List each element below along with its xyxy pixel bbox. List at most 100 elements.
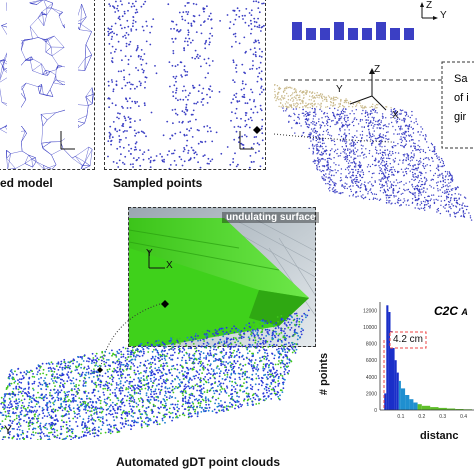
girder-cloud-point xyxy=(424,165,427,167)
gdt-cloud-point xyxy=(246,370,248,373)
sampled-point xyxy=(237,125,240,128)
gdt-cloud-point xyxy=(154,390,157,392)
gdt-cloud-point xyxy=(220,391,223,393)
girder-cloud-point xyxy=(347,124,349,127)
sampled-point xyxy=(135,141,138,144)
girder-cloud-point xyxy=(453,211,455,214)
gdt-cloud-point xyxy=(243,382,245,384)
girder-cloud-point xyxy=(434,146,436,148)
sampled-point xyxy=(110,28,112,30)
girder-cloud-point xyxy=(320,124,323,127)
girder-cloud-point xyxy=(380,127,382,129)
sampled-point xyxy=(108,32,110,35)
mesh-edge xyxy=(8,168,16,169)
girder-cloud-point xyxy=(316,131,318,133)
gdt-cloud-point xyxy=(213,408,216,411)
girder-cloud-point xyxy=(287,95,289,97)
girder-cloud-point xyxy=(442,175,444,177)
girder-cloud-point xyxy=(437,190,439,192)
gdt-cloud-point xyxy=(72,377,75,379)
girder-cloud-point xyxy=(342,140,344,142)
gdt-cloud-point xyxy=(17,404,20,407)
girder-cloud-point xyxy=(358,165,360,168)
girder-cloud-point xyxy=(371,155,374,157)
sampled-point xyxy=(133,149,136,151)
sampled-point xyxy=(250,28,253,31)
gdt-cloud-point xyxy=(93,419,95,421)
girder-cloud-point xyxy=(340,111,343,113)
gdt-cloud-point xyxy=(201,392,204,395)
gdt-cloud-point xyxy=(107,375,109,378)
gdt-cloud-point xyxy=(176,357,179,359)
top-girder-profile xyxy=(292,22,302,40)
sampled-point xyxy=(161,160,164,163)
girder-cloud-point xyxy=(418,193,420,195)
girder-cloud-point xyxy=(385,197,388,199)
gdt-cloud-point xyxy=(54,385,56,387)
gdt-cloud-point xyxy=(203,340,206,342)
girder-cloud-point xyxy=(311,91,314,93)
girder-cloud-point xyxy=(369,132,371,135)
gdt-cloud-point xyxy=(94,420,97,422)
gdt-cloud-point xyxy=(197,335,199,337)
gdt-cloud-point xyxy=(109,377,111,380)
girder-cloud-point xyxy=(381,161,383,163)
girder-cloud-point xyxy=(343,101,345,104)
mesh-edge xyxy=(21,40,24,50)
gdt-cloud-point xyxy=(277,327,280,329)
girder-cloud-point xyxy=(365,110,367,112)
sampled-point xyxy=(173,84,176,87)
girder-cloud-point xyxy=(299,91,301,93)
gdt-cloud-point xyxy=(48,400,51,403)
gdt-cloud-point xyxy=(277,334,280,337)
sampled-point xyxy=(260,78,263,81)
girder-cloud-point xyxy=(365,106,367,109)
gdt-cloud-point xyxy=(118,362,121,365)
girder-cloud-point xyxy=(274,84,276,86)
girder-cloud-point xyxy=(378,123,380,125)
mesh-edge xyxy=(31,0,44,4)
sampled-point xyxy=(145,40,148,43)
gdt-cloud-point xyxy=(274,375,277,378)
mesh-edge xyxy=(53,82,64,86)
gdt-cloud-point xyxy=(278,333,281,335)
girder-cloud-point xyxy=(342,108,345,110)
gdt-cloud-point xyxy=(11,437,14,440)
girder-cloud-point xyxy=(385,135,387,137)
girder-cloud-point xyxy=(407,158,410,161)
girder-cloud-point xyxy=(319,146,321,148)
sampled-point xyxy=(254,40,257,43)
gdt-cloud-point xyxy=(108,382,111,385)
girder-cloud-point xyxy=(359,120,362,122)
gdt-cloud-point xyxy=(147,387,150,389)
girder-cloud-point xyxy=(361,107,364,109)
girder-cloud-point xyxy=(295,122,297,125)
gdt-cloud-point xyxy=(127,388,129,390)
sampled-point xyxy=(150,25,153,28)
sampled-point xyxy=(211,158,214,161)
girder-cloud-point xyxy=(379,139,381,142)
gdt-cloud-point xyxy=(202,409,205,411)
gdt-cloud-point xyxy=(111,430,114,433)
gdt-cloud-point xyxy=(210,387,213,390)
gdt-cloud-point xyxy=(40,428,42,431)
gdt-cloud-point xyxy=(137,404,140,406)
girder-cloud-point xyxy=(392,166,394,168)
girder-cloud-point xyxy=(386,188,389,191)
girder-cloud-point xyxy=(310,99,312,101)
gdt-cloud-point xyxy=(47,367,50,370)
gdt-cloud-point xyxy=(306,314,309,317)
girder-cloud-point xyxy=(345,175,347,177)
girder-cloud-point xyxy=(443,164,445,167)
gdt-cloud-point xyxy=(30,406,32,408)
girder-cloud-point xyxy=(404,144,407,147)
girder-cloud-point xyxy=(364,181,366,183)
gdt-cloud-point xyxy=(176,415,178,418)
gdt-cloud-point xyxy=(276,316,279,318)
sampled-point xyxy=(139,164,142,167)
sampled-point xyxy=(259,93,261,96)
girder-cloud-point xyxy=(329,134,331,136)
girder-cloud-point xyxy=(349,100,352,103)
sampled-point xyxy=(252,53,255,56)
girder-cloud-point xyxy=(379,198,382,200)
